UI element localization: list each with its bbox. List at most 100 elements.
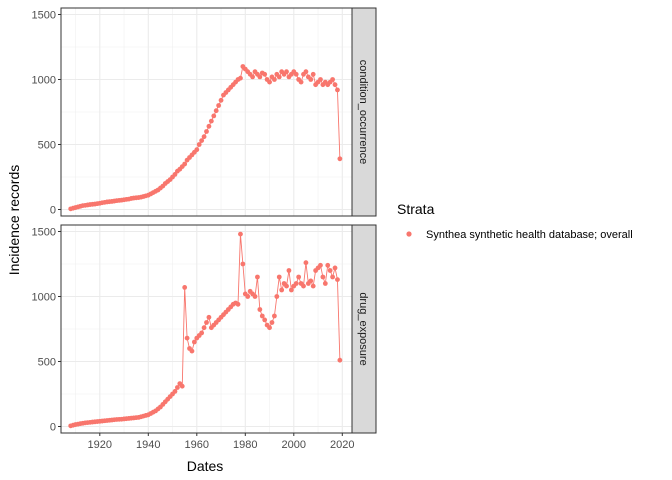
data-point	[332, 82, 338, 88]
strip-label: drug_exposure	[357, 292, 369, 365]
data-point	[279, 287, 285, 293]
data-point	[274, 294, 280, 299]
y-tick-label: 1500	[32, 227, 56, 239]
data-point	[213, 108, 219, 114]
y-tick-label: 0	[50, 422, 56, 434]
data-point	[191, 339, 197, 345]
x-tick-label: 1980	[233, 439, 257, 451]
data-point	[284, 69, 289, 75]
data-point	[322, 281, 328, 286]
data-point	[201, 325, 207, 331]
data-point	[325, 262, 331, 268]
data-point	[204, 320, 209, 325]
data-point	[310, 71, 316, 77]
data-point	[296, 274, 302, 280]
data-point	[172, 389, 178, 394]
data-point	[245, 294, 251, 299]
x-tick-label: 1940	[136, 439, 160, 451]
data-point	[327, 268, 333, 273]
data-point	[303, 69, 309, 75]
data-point	[303, 260, 309, 266]
data-point	[235, 301, 241, 307]
panel-condition_occurrence: condition_occurrence 0 500 1000 1500	[32, 7, 377, 217]
data-point	[330, 274, 335, 280]
y-axis-title: Incidence records	[6, 165, 22, 276]
legend-entries: Synthea synthetic health database; overa…	[406, 229, 633, 241]
data-point	[262, 71, 268, 77]
y-tick-label: 500	[38, 140, 56, 152]
panels: condition_occurrence050010001500drug_exp…	[32, 7, 377, 451]
x-axis-title: Dates	[187, 458, 224, 474]
x-tick-label: 1960	[185, 439, 209, 451]
legend-entry-label: Synthea synthetic health database; overa…	[426, 229, 633, 241]
data-point	[250, 74, 255, 80]
y-tick-label: 0	[50, 205, 56, 217]
legend-key	[406, 231, 412, 237]
strip-label: condition_occurrence	[357, 60, 369, 165]
data-point	[293, 281, 299, 286]
data-point	[335, 277, 340, 282]
data-point	[184, 335, 190, 341]
data-point	[332, 265, 338, 271]
data-point	[175, 385, 180, 390]
data-point	[335, 87, 340, 93]
panel-drug_exposure: drug_exposure 0 500 1000 1500 1920 1940 1960 198…	[32, 224, 377, 451]
data-point	[318, 262, 323, 268]
data-point	[194, 147, 200, 153]
data-point	[259, 313, 265, 319]
data-point	[252, 294, 258, 299]
data-point	[204, 129, 209, 134]
data-point	[269, 320, 275, 325]
data-point	[257, 307, 263, 312]
data-point	[206, 314, 212, 320]
data-point	[318, 77, 323, 82]
data-point	[257, 74, 263, 80]
data-point	[182, 285, 188, 290]
legend: Strata Synthea synthetic health database…	[397, 201, 633, 241]
data-point	[262, 317, 268, 323]
data-point	[301, 283, 306, 289]
data-point	[267, 325, 272, 331]
data-point	[199, 330, 205, 336]
data-point	[310, 283, 316, 289]
x-tick-label: 2020	[330, 439, 354, 451]
y-tick-label: 1000	[32, 292, 56, 304]
data-point	[286, 268, 292, 273]
data-point	[308, 278, 314, 284]
data-point	[276, 74, 282, 80]
data-point	[216, 103, 222, 108]
data-point	[337, 156, 343, 162]
strip-background	[351, 224, 377, 434]
data-point	[201, 134, 207, 140]
data-point	[179, 383, 185, 389]
data-point	[298, 79, 304, 85]
data-point	[238, 75, 243, 81]
y-tick-label: 500	[38, 357, 56, 369]
x-tick-label: 1920	[88, 439, 112, 451]
strip-background	[351, 7, 377, 217]
data-point	[337, 357, 343, 363]
y-tick-label: 1000	[32, 75, 56, 87]
data-point	[272, 313, 277, 319]
data-point	[238, 231, 243, 237]
data-point	[255, 274, 260, 280]
data-point	[196, 142, 202, 147]
data-point	[330, 77, 335, 82]
data-point	[206, 123, 212, 129]
data-point	[308, 77, 314, 82]
data-point	[284, 283, 289, 289]
x-tick-label: 2000	[282, 439, 306, 451]
data-point	[267, 79, 272, 85]
data-point	[240, 261, 246, 267]
data-point	[276, 274, 282, 280]
data-point	[211, 113, 217, 119]
data-point	[182, 161, 188, 167]
data-point	[189, 348, 195, 354]
data-point	[288, 287, 294, 293]
y-tick-label: 1500	[32, 10, 56, 22]
data-point	[320, 274, 326, 280]
legend-title: Strata	[397, 201, 435, 217]
data-point	[208, 118, 214, 124]
data-point	[272, 77, 277, 82]
